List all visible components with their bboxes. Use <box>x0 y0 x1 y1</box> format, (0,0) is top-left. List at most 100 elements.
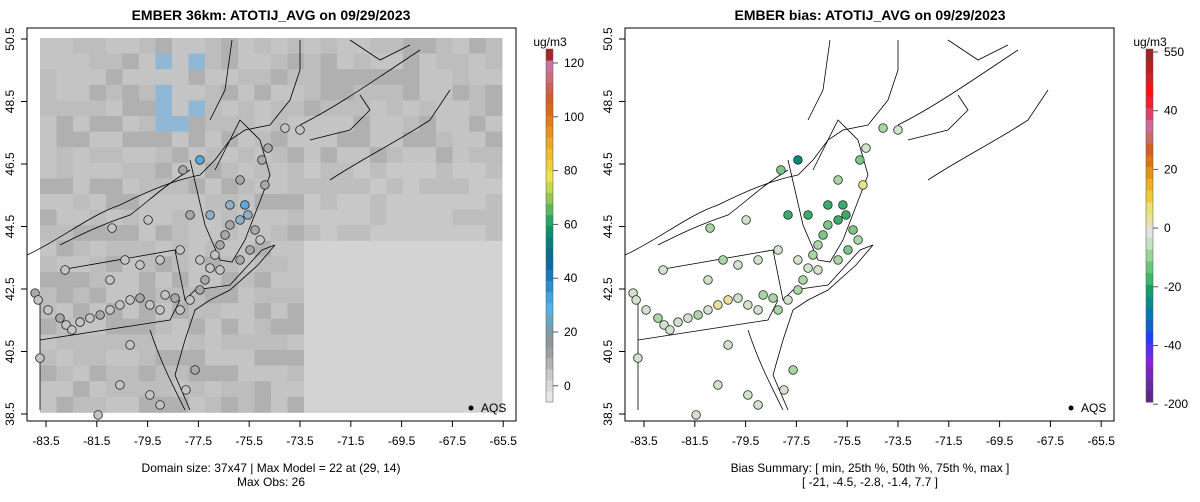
station-marker <box>250 225 260 235</box>
model-grid-cell <box>271 162 288 179</box>
model-grid-cell <box>353 287 371 304</box>
model-grid-cell <box>40 209 57 226</box>
model-grid-cell <box>205 365 222 382</box>
model-grid-cell <box>139 162 156 179</box>
model-grid-cell <box>139 365 156 382</box>
model-grid-cell <box>403 100 420 117</box>
colorbar-swatch <box>1146 390 1153 403</box>
model-grid-cell <box>221 318 239 335</box>
model-grid-cell <box>485 365 503 382</box>
model-grid-cell <box>89 287 107 304</box>
model-grid-cell <box>386 225 404 242</box>
model-grid-cell <box>419 365 437 382</box>
y-tick-label: 44.5 <box>3 214 17 238</box>
station-marker <box>793 255 803 265</box>
colorbar-swatch <box>546 313 553 326</box>
model-grid-cell <box>155 272 173 288</box>
station-marker <box>115 300 125 310</box>
model-grid-cell <box>452 365 470 382</box>
station-marker <box>798 275 808 285</box>
model-grid-cell <box>419 147 437 164</box>
model-grid-cell <box>254 334 272 351</box>
model-grid-cell <box>436 38 453 54</box>
x-tick-label: -71.5 <box>337 434 365 448</box>
footer-line-2: Max Obs: 26 <box>237 475 305 489</box>
model-grid-cell <box>320 334 338 351</box>
model-grid-cell <box>238 84 255 101</box>
model-grid-cell <box>452 194 470 210</box>
model-grid-cell <box>353 69 371 86</box>
station-marker <box>220 230 230 240</box>
station-marker <box>35 353 45 363</box>
model-grid-cell <box>122 162 140 179</box>
x-tick-label: -67.5 <box>1037 434 1065 448</box>
station-marker <box>257 155 267 165</box>
model-grid-cell <box>188 131 206 148</box>
model-grid-cell <box>188 69 206 86</box>
model-grid-cell <box>337 225 354 242</box>
plot-frame <box>624 27 1115 422</box>
model-grid-cell <box>287 147 305 164</box>
model-grid-cell <box>139 396 156 413</box>
colorbar-tick-label: 0 <box>564 379 571 393</box>
model-grid-cell <box>304 303 321 320</box>
colorbar-swatch <box>1146 225 1153 238</box>
y-tick-label: 50.5 <box>3 27 17 51</box>
station-marker <box>295 125 305 135</box>
colorbar-swatch <box>546 236 553 249</box>
model-grid-cell <box>337 38 354 54</box>
model-grid-cell <box>106 365 123 382</box>
model-grid-cell <box>271 396 288 413</box>
model-grid-cell <box>320 381 338 398</box>
model-grid-cell <box>254 53 272 70</box>
colorbar-tick-label: -200 <box>1164 397 1188 411</box>
model-grid-cell <box>469 100 486 117</box>
model-grid-cell <box>353 194 371 210</box>
axes: -83.5 -81.5 -79.5 -77.5 -75.5 -73.5 -71.5 -69.5… <box>3 27 517 448</box>
model-grid-cell <box>304 38 321 54</box>
model-grid-cell <box>89 53 107 70</box>
colorbar-swatch <box>546 137 553 149</box>
model-grid-cell <box>419 350 437 366</box>
legend-label: AQS <box>1081 401 1106 415</box>
y-tick-label: 48.5 <box>3 89 17 113</box>
model-grid-cell <box>254 303 272 320</box>
model-grid-cell <box>188 381 206 398</box>
model-grid-cell <box>188 334 206 351</box>
station-marker <box>838 200 848 210</box>
model-grid-cell <box>73 272 90 288</box>
model-grid-cell <box>56 365 74 382</box>
station-marker <box>773 305 783 315</box>
model-grid-cell <box>172 272 189 288</box>
model-grid-cell <box>485 84 503 101</box>
model-grid-cell <box>238 53 255 70</box>
map-outlines <box>624 39 1049 411</box>
model-grid-cell <box>56 381 74 398</box>
model-grid-cell <box>419 194 437 210</box>
model-grid-cell <box>419 178 437 195</box>
model-grid-cell <box>106 38 123 54</box>
model-grid-cell <box>172 69 189 86</box>
station-points <box>30 123 305 420</box>
station-marker <box>145 390 155 400</box>
colorbar-tick-label: 120 <box>564 56 584 70</box>
colorbar-tick-label: 60 <box>564 217 578 231</box>
model-grid-cell <box>221 350 239 366</box>
station-marker <box>55 313 65 323</box>
model-grid-cell <box>188 162 206 179</box>
model-grid-cell <box>304 240 321 257</box>
model-grid-cell <box>287 38 305 54</box>
colorbar-swatch <box>1146 284 1153 297</box>
station-marker <box>263 143 273 153</box>
model-grid-cell <box>73 194 90 210</box>
colorbar-tick-label: 20 <box>564 325 578 339</box>
model-grid-cell <box>353 381 371 398</box>
model-grid-cell <box>40 381 57 398</box>
model-grid-cell <box>419 100 437 117</box>
station-marker <box>195 155 205 165</box>
model-grid-cell <box>271 38 288 54</box>
colorbar-swatch <box>546 148 553 160</box>
model-grid-cell <box>271 53 288 70</box>
station-marker <box>215 265 225 275</box>
model-grid-cell <box>188 303 206 320</box>
